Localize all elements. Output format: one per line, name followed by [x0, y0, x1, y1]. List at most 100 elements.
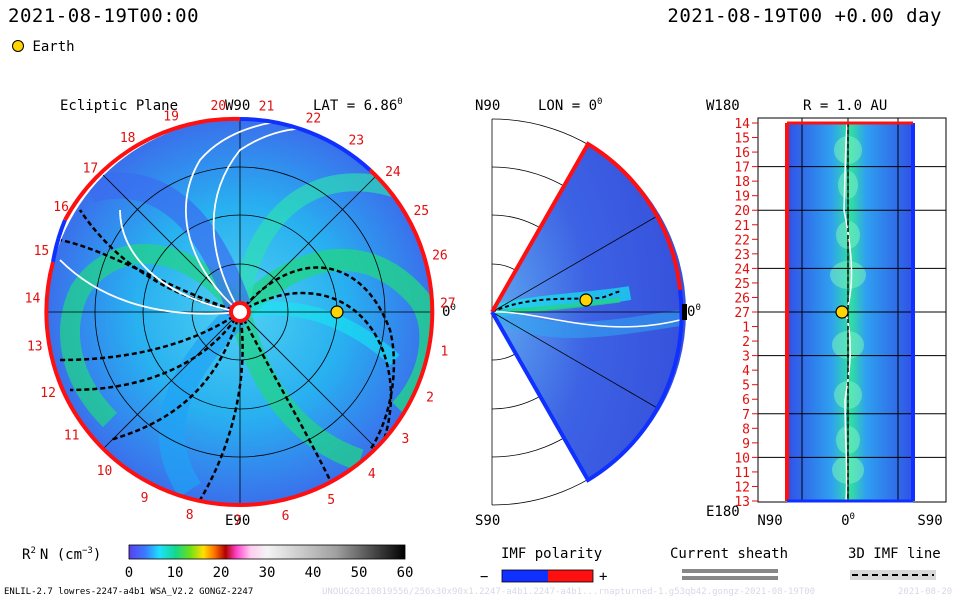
meridional-panel: N90 LON = 00 S90 00	[475, 97, 701, 529]
latlon-top-label: W180	[706, 98, 740, 114]
colorbar-label-exp: −3	[82, 546, 93, 556]
rotation-tick-label: 15	[34, 244, 50, 259]
latlon-y-tick-label: 3	[742, 350, 750, 365]
latitude-value: LAT = 6.86	[313, 98, 397, 114]
colorbar-label: R2 N (cm−3)	[22, 546, 101, 563]
latlon-y-tick-label: 24	[734, 262, 750, 277]
current-sheath-legend: Current sheath	[670, 546, 788, 580]
current-sheath-title: Current sheath	[670, 546, 788, 562]
meridional-title-unit: 0	[597, 97, 602, 107]
earth-marker-latlon	[835, 305, 849, 319]
model-info: ENLIL-2.7 lowres-2247-a4b1 WSA_V2.2 GONG…	[4, 587, 254, 597]
latlon-bottom-label: E180	[706, 504, 740, 520]
ecliptic-top-label: W90	[225, 98, 250, 114]
rotation-tick-label: 17	[83, 162, 99, 177]
latitude-unit: 0	[397, 97, 402, 107]
ecliptic-bottom-label: E90	[225, 513, 250, 529]
rotation-tick-label: 25	[413, 204, 429, 219]
latlon-y-tick-label: 19	[734, 190, 750, 205]
latlon-title: R = 1.0 AU	[803, 98, 887, 114]
rotation-tick-label: 4	[368, 467, 376, 482]
colorbar-tick-label: 30	[259, 565, 276, 581]
simulation-time-left: 2021-08-19T00:00	[8, 5, 200, 27]
imf-positive-swatch	[548, 570, 593, 582]
imf-polarity-legend: IMF polarity − +	[480, 546, 607, 585]
earth-marker-ecliptic	[330, 305, 344, 319]
latlon-y-tick-label: 14	[734, 117, 750, 132]
meridional-imf-line	[491, 290, 623, 313]
colorbar-label-sup: 2	[30, 546, 35, 556]
latlon-x-ticks: N90 00 S90	[757, 512, 942, 529]
latlon-y-tick-label: 22	[734, 233, 750, 248]
imf-line-legend: 3D IMF line	[848, 546, 941, 580]
latlon-x-tick-label: 00	[841, 512, 855, 529]
latlon-y-tick-label: 12	[734, 481, 750, 496]
rotation-tick-label: 26	[432, 249, 448, 264]
rotation-tick-label: 27	[440, 296, 456, 311]
latlon-panel: W180 R = 1.0 AU E180 1415161718192021222…	[706, 98, 947, 529]
run-id: UNOUG20210819556/256x30x90x1.2247-a4b1.2…	[322, 587, 816, 597]
colorbar-tick-label: 20	[213, 565, 230, 581]
imf-swatch-frame	[501, 569, 594, 583]
meridional-title: LON = 00	[538, 97, 602, 114]
colorbar-gradient	[128, 544, 406, 560]
colorbar-tick-label: 40	[305, 565, 322, 581]
latlon-y-tick-label: 4	[742, 364, 750, 379]
ecliptic-right-value: 0	[442, 304, 450, 320]
latlon-x-tick-label: N90	[757, 513, 782, 529]
rotation-tick-label: 11	[64, 428, 80, 443]
colorbar-tick-label: 60	[397, 565, 414, 581]
rotation-tick-label: 22	[306, 111, 322, 126]
colorbar: R2 N (cm−3) 0 10 20 30 40 50 60	[22, 544, 414, 581]
rotation-tick-label: 14	[25, 292, 41, 307]
imf-line-title: 3D IMF line	[848, 546, 941, 562]
latlon-y-tick-label: 7	[742, 408, 750, 423]
rotation-tick-label: 19	[163, 110, 179, 125]
earth-legend-label: Earth	[32, 39, 75, 55]
meridional-boundary-positive	[490, 141, 682, 313]
latlon-y-tick-label: 6	[742, 393, 750, 408]
rotation-tick-label: 16	[53, 200, 69, 215]
current-sheath-swatch-top	[682, 569, 778, 573]
imf-polarity-plus: +	[599, 569, 607, 585]
rotation-tick-label: 2	[426, 391, 434, 406]
ecliptic-panel: Ecliptic Plane LAT = 6.860 W90 E90 00	[25, 97, 456, 529]
meridional-streams	[492, 286, 682, 339]
rotation-tick-label: 7	[234, 514, 242, 529]
latlon-x-tick-unit: 0	[850, 512, 855, 522]
rotation-tick-label: 13	[27, 340, 43, 355]
latlon-y-tick-label: 10	[734, 451, 750, 466]
colorbar-label-rest: N (cm	[40, 547, 82, 563]
rotation-tick-label: 3	[401, 432, 409, 447]
earth-marker-meridional	[579, 293, 593, 307]
latlon-y-tick-label: 1	[742, 321, 750, 336]
meridional-title-value: LON = 0	[538, 98, 597, 114]
latitude-label: LAT = 6.860	[313, 97, 403, 114]
latlon-y-ticks: 1415161718192021222324252627123456789101…	[734, 117, 758, 510]
latlon-y-tick-label: 27	[734, 306, 750, 321]
colorbar-tick-label: 50	[351, 565, 368, 581]
latlon-y-tick-label: 26	[734, 292, 750, 307]
sun-marker	[229, 301, 251, 323]
latlon-y-tick-label: 20	[734, 204, 750, 219]
rotation-tick-label: 9	[141, 491, 149, 506]
latlon-y-tick-label: 18	[734, 175, 750, 190]
latlon-y-tick-label: 17	[734, 161, 750, 176]
rotation-tick-label: 8	[186, 508, 194, 523]
latlon-y-tick-label: 11	[734, 466, 750, 481]
latlon-y-tick-label: 2	[742, 335, 750, 350]
earth-legend-icon	[12, 40, 24, 52]
meridional-right-unit: 0	[695, 303, 700, 313]
latlon-y-tick-label: 15	[734, 132, 750, 147]
current-sheath-swatch-bottom	[682, 576, 778, 580]
colorbar-tick-label: 0	[125, 565, 133, 581]
ecliptic-rotation-ticks: 20 21222324252627123456789101112131415161…	[25, 99, 456, 529]
meridional-current-sheet	[491, 311, 681, 328]
colorbar-label-r: R	[22, 547, 31, 563]
rotation-tick-label: 18	[120, 131, 136, 146]
colorbar-ticks: 0 10 20 30 40 50 60	[125, 565, 414, 581]
latlon-y-tick-label: 16	[734, 146, 750, 161]
rotation-tick-label: 5	[327, 493, 335, 508]
meridional-bottom-label: S90	[475, 513, 500, 529]
